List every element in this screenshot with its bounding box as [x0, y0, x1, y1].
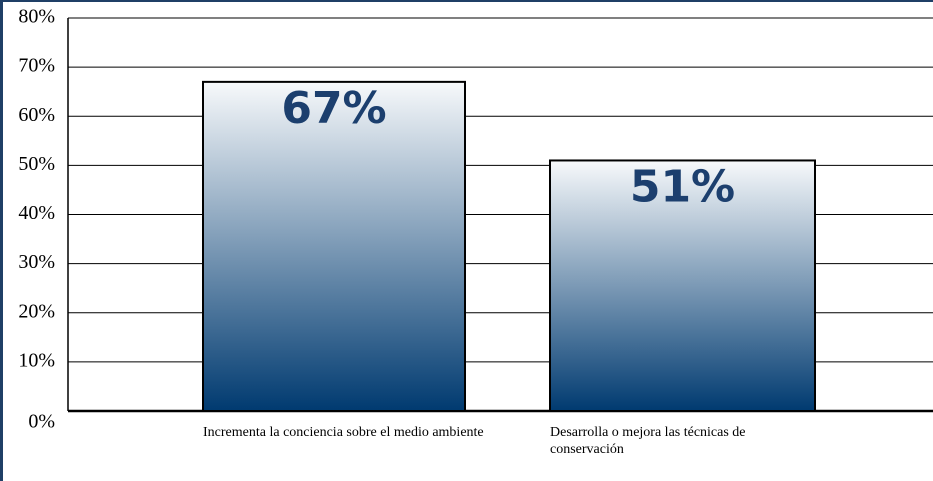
bar [202, 80, 466, 413]
y-tick-label: 50% [18, 153, 55, 175]
y-tick-label: 40% [18, 202, 55, 224]
x-tick-label: Desarrolla o mejora las técnicas de cons… [550, 425, 746, 457]
value-label: 51% [630, 161, 735, 212]
y-tick-label: 30% [18, 251, 55, 273]
y-tick-label: 60% [18, 104, 55, 126]
y-tick-label: 0% [28, 411, 55, 433]
y-tick-label: 20% [18, 300, 55, 322]
y-tick-label: 80% [18, 6, 55, 28]
value-label: 67% [281, 83, 386, 134]
bar [549, 159, 816, 412]
y-tick-label: 70% [18, 55, 55, 77]
x-tick-label: Incrementa la conciencia sobre el medio … [203, 425, 484, 440]
y-tick-label: 10% [18, 349, 55, 371]
